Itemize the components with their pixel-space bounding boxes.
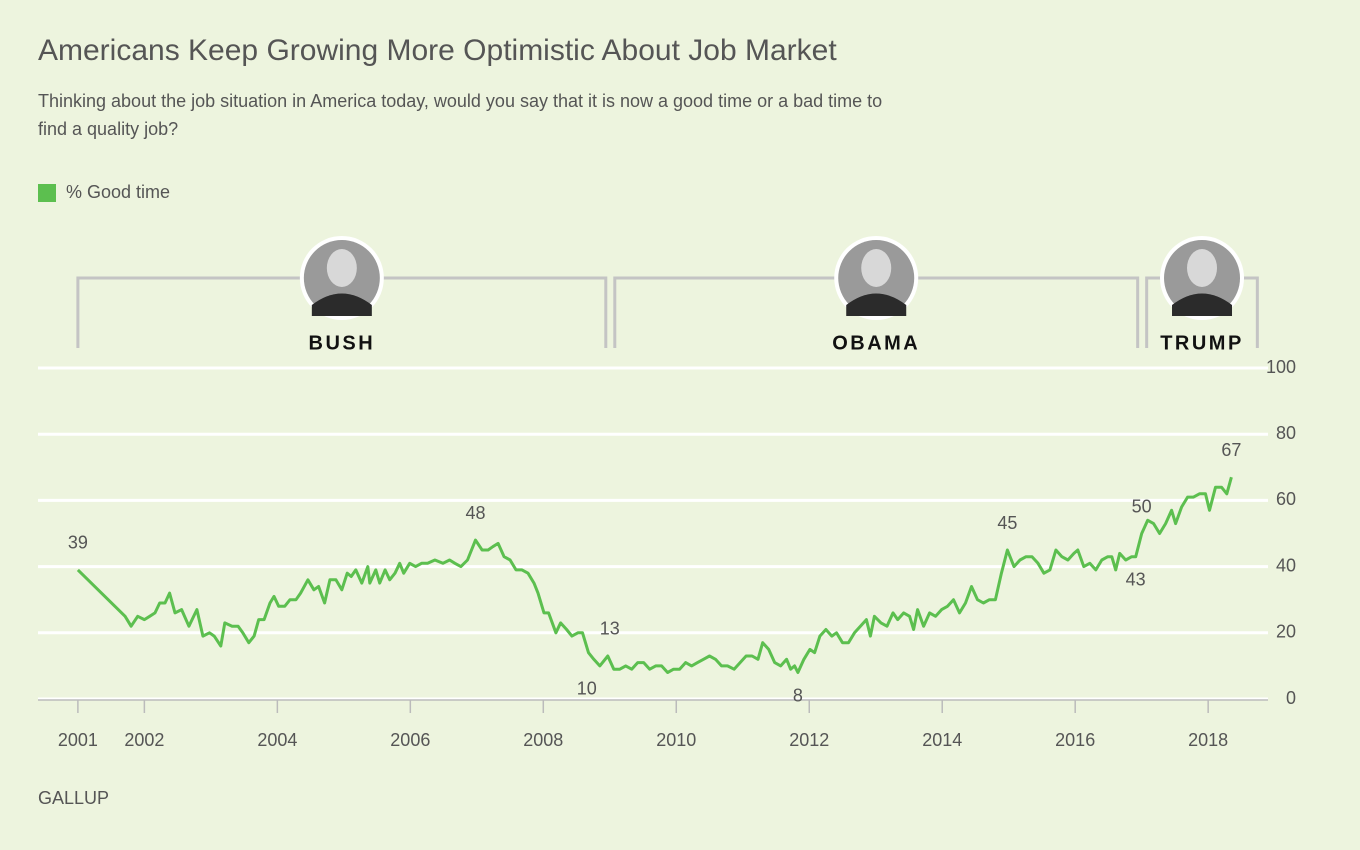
data-label: 10: [577, 679, 597, 699]
x-tick-label: 2006: [390, 730, 430, 750]
photo-head: [326, 249, 357, 287]
x-tick-label: 2016: [1055, 730, 1095, 750]
y-tick-label: 40: [1276, 555, 1296, 575]
x-tick-label: 2002: [124, 730, 164, 750]
data-label: 8: [793, 685, 803, 705]
subtitle: Thinking about the job situation in Amer…: [38, 91, 882, 111]
president-photo: [1160, 236, 1245, 320]
y-tick-label: 0: [1286, 688, 1296, 708]
data-label: 45: [997, 513, 1017, 533]
x-tick-label: 2018: [1188, 730, 1228, 750]
president-name: OBAMA: [832, 332, 920, 354]
data-label: 48: [465, 503, 485, 523]
legend-swatch: [38, 184, 56, 202]
x-tick-label: 2010: [656, 730, 696, 750]
data-label: 43: [1126, 569, 1146, 589]
x-tick-label: 2004: [257, 730, 297, 750]
source: GALLUP: [38, 788, 109, 808]
y-tick-label: 80: [1276, 423, 1296, 443]
president-name: TRUMP: [1160, 332, 1244, 354]
y-tick-label: 20: [1276, 622, 1296, 642]
president-photo: [834, 236, 919, 320]
chart-title: Americans Keep Growing More Optimistic A…: [38, 34, 837, 67]
photo-head: [1187, 249, 1218, 287]
x-tick-label: 2012: [789, 730, 829, 750]
data-label: 13: [600, 619, 620, 639]
legend-label: % Good time: [66, 182, 170, 202]
x-tick-label: 2008: [523, 730, 563, 750]
president-photo: [299, 236, 384, 320]
photo-body: [846, 293, 907, 316]
x-tick-label: 2014: [922, 730, 962, 750]
data-label: 39: [68, 533, 88, 553]
data-label: 50: [1132, 496, 1152, 516]
data-label: 67: [1221, 440, 1241, 460]
data-line: [76, 476, 1233, 674]
y-tick-label: 100: [1266, 357, 1296, 377]
x-tick-label: 2001: [58, 730, 98, 750]
photo-head: [861, 249, 892, 287]
y-tick-label: 60: [1276, 489, 1296, 509]
photo-body: [311, 293, 372, 316]
president-name: BUSH: [309, 332, 376, 354]
subtitle: find a quality job?: [38, 119, 178, 139]
photo-body: [1172, 293, 1233, 316]
